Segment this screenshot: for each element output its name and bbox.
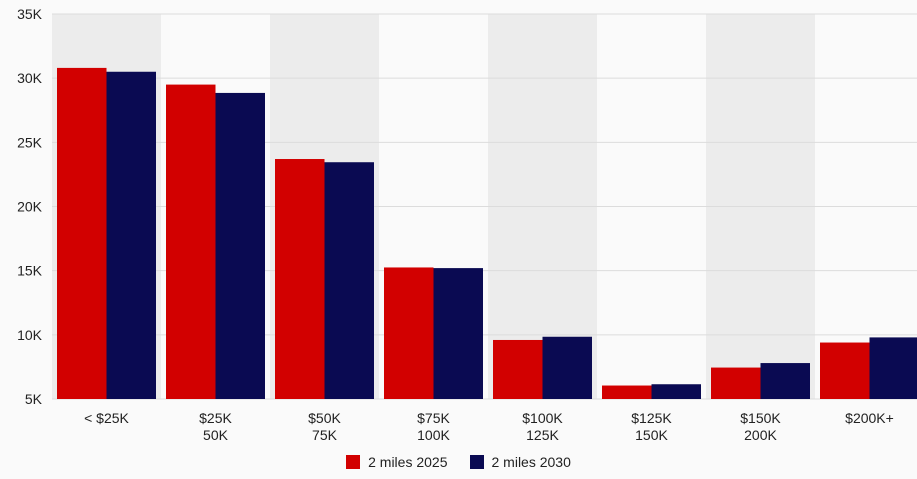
legend-label-series-2: 2 miles 2030 (491, 454, 571, 470)
bar-series-1[interactable] (275, 159, 325, 399)
x-tick-label: $200K+ (845, 410, 894, 426)
bar-series-2[interactable] (651, 384, 702, 399)
legend: 2 miles 2025 2 miles 2030 (0, 454, 917, 470)
x-tick-label: 50K (203, 427, 229, 443)
bar-series-1[interactable] (166, 84, 216, 399)
x-tick-label: 75K (312, 427, 338, 443)
bar-series-1[interactable] (493, 339, 543, 399)
bar-series-2[interactable] (433, 268, 484, 399)
legend-item-series-2[interactable]: 2 miles 2030 (469, 454, 571, 470)
y-tick-label: 30K (17, 70, 43, 86)
bars (57, 67, 917, 400)
x-tick-label: 200K (744, 427, 777, 443)
bar-series-1[interactable] (711, 367, 761, 399)
x-tick-label: 100K (417, 427, 450, 443)
y-axis-ticks: 5K 10K 15K 20K 25K 30K 35K (17, 6, 43, 407)
bar-series-2[interactable] (869, 337, 917, 399)
bar-series-2[interactable] (760, 363, 811, 399)
y-tick-label: 10K (17, 327, 43, 343)
bar-series-1[interactable] (602, 385, 652, 399)
bar-series-1[interactable] (384, 267, 434, 399)
x-tick-label: $25K (199, 410, 232, 426)
x-tick-label: 150K (635, 427, 668, 443)
y-tick-label: 25K (17, 134, 43, 150)
x-tick-label: $150K (740, 410, 781, 426)
bar-series-1[interactable] (820, 342, 870, 399)
x-tick-label: $50K (308, 410, 341, 426)
y-tick-label: 5K (25, 391, 43, 407)
y-tick-label: 35K (17, 6, 43, 22)
bar-series-2[interactable] (542, 336, 593, 399)
y-tick-label: 15K (17, 263, 43, 279)
bar-series-2[interactable] (324, 162, 375, 399)
legend-swatch-series-1 (346, 455, 361, 469)
x-tick-label: < $25K (84, 410, 129, 426)
bar-series-1[interactable] (57, 67, 107, 400)
x-tick-label: $125K (631, 410, 672, 426)
bar-series-2[interactable] (106, 71, 157, 399)
bar-series-2[interactable] (215, 92, 266, 400)
x-tick-label: 125K (526, 427, 559, 443)
legend-swatch-series-2 (469, 455, 484, 469)
x-tick-label: $75K (417, 410, 450, 426)
legend-item-series-1[interactable]: 2 miles 2025 (346, 454, 448, 470)
y-tick-label: 20K (17, 199, 43, 215)
x-tick-label: $100K (522, 410, 563, 426)
legend-label-series-1: 2 miles 2025 (368, 454, 448, 470)
